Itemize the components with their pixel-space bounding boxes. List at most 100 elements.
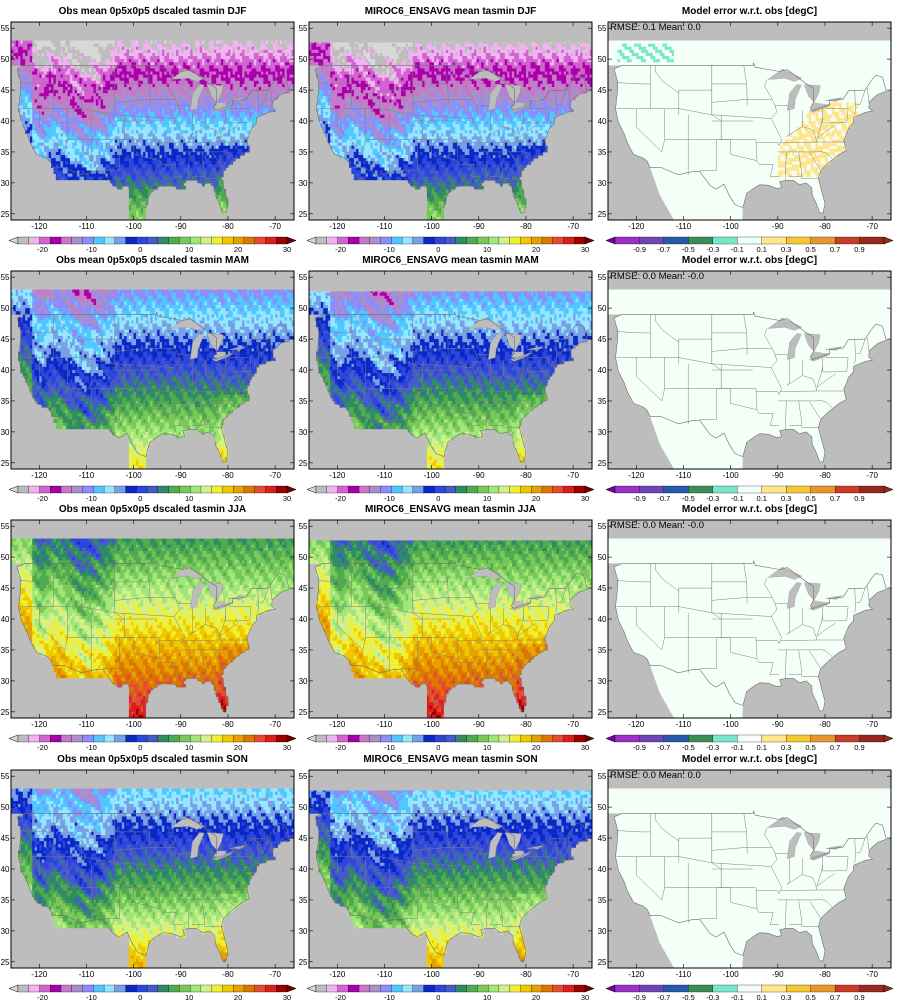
colorbar-swatch [859,734,885,743]
colorbar-swatch [663,485,689,494]
colorbar-under-arrow [8,485,19,494]
land-zero-error [608,538,891,718]
lat-tick-label: 50 [1,803,10,812]
lat-tick-label: 30 [1,927,10,936]
colorbar-over-arrow [883,734,894,743]
colorbar-swatch [712,734,738,743]
field-colorbar: -20 -10 0 10 20 30 [306,734,595,752]
colorbar-swatch [337,734,349,743]
panel-stats: RMSE: 0.0 Mean: -0.0 [610,520,704,531]
lat-tick-label: 25 [299,210,308,219]
colorbar-over-arrow [286,984,297,993]
colorbar-swatch [315,734,328,743]
colorbar-tick-label: 0.9 [854,743,864,752]
colorbar-tick-label: 0.3 [781,245,791,254]
country-outline [314,560,588,712]
colorbar-swatch [200,734,213,743]
colorbar-swatch [93,984,105,993]
colorbar-swatch [761,236,787,245]
colorbar-swatch [168,984,180,993]
colorbar-under-arrow [605,485,616,494]
colorbar-swatch [146,485,159,494]
colorbar-swatch [71,984,83,993]
colorbar-swatch [834,236,860,245]
lat-tick-label: 55 [1,772,10,781]
lake [504,832,522,851]
colorbar-swatch [28,984,40,993]
colorbar-swatch [146,734,159,743]
colorbar-swatch [71,485,83,494]
lon-tick-label: -110 [79,222,95,231]
colorbar-swatch [488,236,500,245]
lat-tick-label: 55 [598,772,607,781]
field-colorbar: -20 -10 0 10 20 30 [8,485,297,503]
colorbar-swatch [444,236,457,245]
colorbar-swatch [243,236,256,245]
colorbar-swatch [103,485,116,494]
lake [468,566,504,580]
lon-tick-label: -110 [377,471,393,480]
colorbar-swatch [834,984,860,993]
colorbar-swatch [39,734,51,743]
colorbar-swatch [114,236,126,245]
lon-tick-label: -100 [723,720,740,729]
lat-tick-label: 40 [299,117,308,126]
colorbar-tick-label: -20 [37,993,48,1000]
colorbar-swatch [466,485,478,494]
lon-tick-label: -80 [520,720,532,729]
map-panel-err-mam: -120 -110 -100 -90 -80 -70 55 50 45 40 35 30 25 Model… [598,255,892,480]
colorbar-swatch [712,236,738,245]
lon-tick-label: -120 [329,720,346,729]
lat-tick-label: 50 [299,55,308,64]
colorbar-swatch [358,984,371,993]
state-boundaries [19,314,273,430]
colorbar-swatch [466,734,478,743]
lat-tick-label: 35 [1,896,10,905]
lat-tick-label: 35 [299,646,308,655]
colorbar-swatch [82,984,94,993]
colorbar-swatch [391,984,403,993]
colorbar-tick-label: 0.7 [830,743,840,752]
colorbar-swatch [380,984,392,993]
colorbar-swatch [444,485,457,494]
colorbar-tick-label: 30 [581,743,589,752]
colorbar-swatch [82,734,94,743]
colorbar-swatch [498,734,511,743]
country-outline [314,810,588,962]
lat-tick-label: 45 [299,834,308,843]
colorbar-swatch [786,485,811,494]
colorbar-swatch [93,734,105,743]
lat-tick-label: 30 [299,927,308,936]
colorbar-swatch [688,984,714,993]
colorbar-swatch [786,984,811,993]
lon-tick-label: -80 [222,970,234,979]
colorbar-swatch [380,485,392,494]
colorbar-swatch [412,734,424,743]
lon-tick-label: -100 [126,720,143,729]
lon-tick-label: -120 [628,720,645,729]
colorbar-swatch [326,984,338,993]
colorbar-tick-label: 10 [483,743,491,752]
lat-tick-label: 40 [299,366,308,375]
lat-tick-label: 40 [598,865,607,874]
colorbar-swatch [50,984,62,993]
colorbar-tick-label: -0.5 [682,245,695,254]
lat-tick-label: 35 [1,646,10,655]
lon-tick-label: -80 [520,970,532,979]
colorbar-tick-label: -0.9 [633,993,646,1000]
colorbar-swatch [315,984,328,993]
lat-tick-label: 30 [1,428,10,437]
colorbar-tick-label: 0 [138,743,142,752]
lon-tick-label: -90 [473,471,485,480]
lon-tick-label: -90 [772,222,784,231]
colorbar-swatch [563,734,575,743]
lat-tick-label: 50 [598,803,607,812]
colorbar-swatch [663,734,689,743]
lake [803,84,821,103]
colorbar-swatch [552,236,564,245]
lat-tick-label: 35 [299,896,308,905]
lat-tick-label: 40 [598,615,607,624]
lon-tick-label: -100 [424,471,441,480]
colorbar-swatch [434,984,446,993]
lon-tick-label: -100 [723,222,740,231]
